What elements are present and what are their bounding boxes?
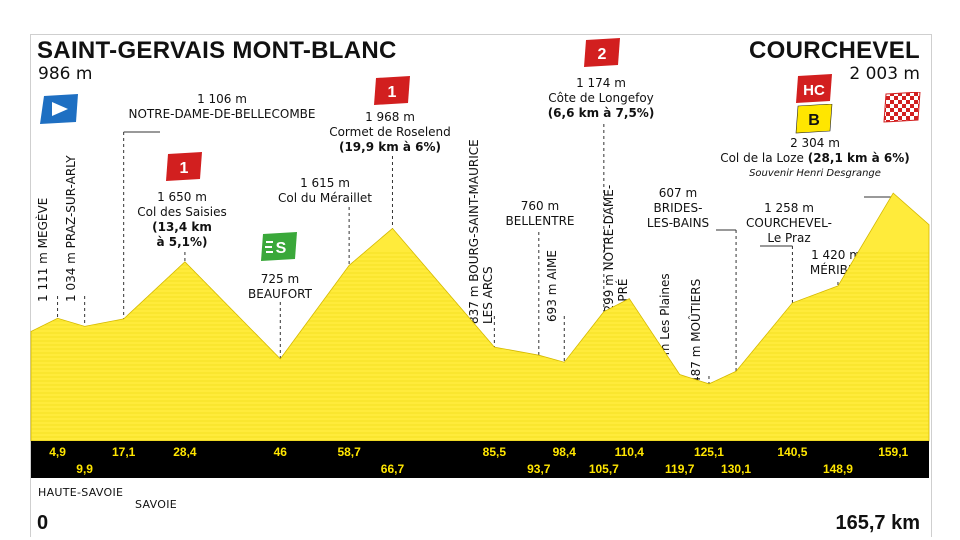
km-top-label: 58,7	[337, 445, 361, 459]
profile-frame	[30, 34, 932, 537]
svg-text:HC: HC	[803, 82, 825, 99]
label-brides: 607 m BRIDES- LES-BAINS	[636, 186, 720, 231]
bellecombe-altitude: 1 106 m	[197, 92, 247, 106]
bellentre-altitude: 760 m	[520, 199, 560, 213]
praz2-altitude: 1 258 m	[764, 201, 814, 215]
km-bottom-label: 9,9	[76, 462, 93, 476]
loze-altitude: 2 304 m	[790, 136, 840, 150]
longefoy-name: Côte de Longefoy	[548, 91, 654, 105]
climb-cat1-saisies-icon: 1	[166, 152, 202, 181]
km-top-label: 98,4	[553, 445, 577, 459]
km-markers: 4,9 17,1 28,4 46 58,7 85,5 98,4 110,4 125,1 140,5…	[49, 445, 908, 476]
saisies-detail1: (13,4 km	[152, 220, 212, 234]
svg-text:1: 1	[180, 160, 189, 177]
profile-area	[30, 192, 930, 442]
bellentre-name: BELLENTRE	[505, 214, 575, 228]
km-top-label: 159,1	[878, 445, 908, 459]
finish-altitude: 2 003 m	[849, 64, 920, 84]
label-bellentre: 760 m BELLENTRE	[498, 199, 582, 229]
label-meraillet: 1 615 m Col du Méraillet	[255, 176, 395, 206]
finish-name: COURCHEVEL	[748, 37, 920, 64]
km-bottom-label: 119,7	[665, 462, 695, 476]
praz2-name2: Le Praz	[767, 231, 811, 245]
label-longefoy: 1 174 m Côte de Longefoy (6,6 km à 7,5%)	[526, 76, 676, 121]
km-bottom-label: 66,7	[381, 462, 405, 476]
start-altitude: 986 m	[38, 64, 93, 84]
svg-text:B: B	[808, 112, 820, 129]
region-haute-savoie: HAUTE-SAVOIE	[38, 486, 124, 499]
label-loze: 2 304 m Col de la Loze (28,1 km à 6%) So…	[700, 136, 930, 181]
label-beaufort: 725 m BEAUFORT	[230, 272, 330, 302]
beaufort-name: BEAUFORT	[248, 287, 312, 301]
sprint-icon: S	[261, 232, 297, 261]
label-roselend: 1 968 m Cormet de Roselend (19,9 km à 6%…	[310, 110, 470, 155]
label-saisies: 1 650 m Col des Saisies (13,4 km à 5,1%)	[120, 190, 244, 250]
km-bottom-label: 148,9	[823, 462, 853, 476]
roselend-altitude: 1 968 m	[365, 110, 415, 124]
km-band	[31, 441, 929, 478]
svg-text:S: S	[276, 240, 287, 257]
bellecombe-name: NOTRE-DAME-DE-BELLECOMBE	[128, 107, 316, 121]
svg-text:2: 2	[598, 46, 607, 63]
km-top-label: 140,5	[777, 445, 807, 459]
start-flag-icon	[40, 94, 78, 124]
loze-souvenir: Souvenir Henri Desgrange	[749, 168, 881, 179]
bonus-b-loze-icon: B	[795, 104, 833, 134]
brides-name2: LES-BAINS	[646, 216, 710, 230]
meraillet-altitude: 1 615 m	[300, 176, 350, 190]
loze-name: Col de la Loze	[720, 151, 804, 165]
saisies-name: Col des Saisies	[137, 205, 227, 219]
longefoy-detail: (6,6 km à 7,5%)	[547, 106, 655, 120]
km-top-label: 17,1	[112, 445, 136, 459]
saisies-detail2: à 5,1%)	[156, 235, 208, 249]
brides-altitude: 607 m	[658, 186, 698, 200]
praz2-name1: COURCHEVEL-	[746, 216, 832, 230]
label-courchevel-le-praz: 1 258 m COURCHEVEL- Le Praz	[734, 201, 844, 246]
brides-name1: BRIDES-	[653, 201, 703, 215]
km-top-label: 46	[274, 445, 288, 459]
svg-text:1: 1	[388, 84, 397, 101]
climb-hc-loze-icon: HC	[796, 74, 832, 103]
km-bottom-label: 93,7	[527, 462, 551, 476]
km-top-label: 85,5	[483, 445, 507, 459]
climb-cat1-roselend-icon: 1	[374, 76, 410, 105]
km-top-label: 110,4	[615, 445, 645, 459]
km-top-label: 28,4	[173, 445, 197, 459]
longefoy-altitude: 1 174 m	[576, 76, 626, 90]
distance-start: 0	[37, 512, 49, 534]
loze-detail: (28,1 km à 6%)	[807, 151, 910, 165]
distance-end: 165,7 km	[835, 512, 920, 534]
km-top-label: 4,9	[49, 445, 66, 459]
beaufort-altitude: 725 m	[260, 272, 300, 286]
roselend-detail: (19,9 km à 6%)	[338, 140, 442, 154]
km-top-label: 125,1	[694, 445, 724, 459]
region-savoie: SAVOIE	[135, 498, 177, 511]
saisies-altitude: 1 650 m	[157, 190, 207, 204]
roselend-name: Cormet de Roselend	[329, 125, 451, 139]
meribel-altitude: 1 420 m	[811, 248, 861, 262]
climb-cat2-longefoy-icon: 2	[584, 38, 620, 67]
finish-flag-icon	[883, 92, 921, 123]
km-bottom-label: 105,7	[589, 462, 619, 476]
start-name: SAINT-GERVAIS MONT-BLANC	[37, 37, 397, 64]
meraillet-name: Col du Méraillet	[277, 191, 373, 205]
km-bottom-label: 130,1	[721, 462, 751, 476]
label-bellecombe: 1 106 m NOTRE-DAME-DE-BELLECOMBE	[122, 92, 322, 122]
